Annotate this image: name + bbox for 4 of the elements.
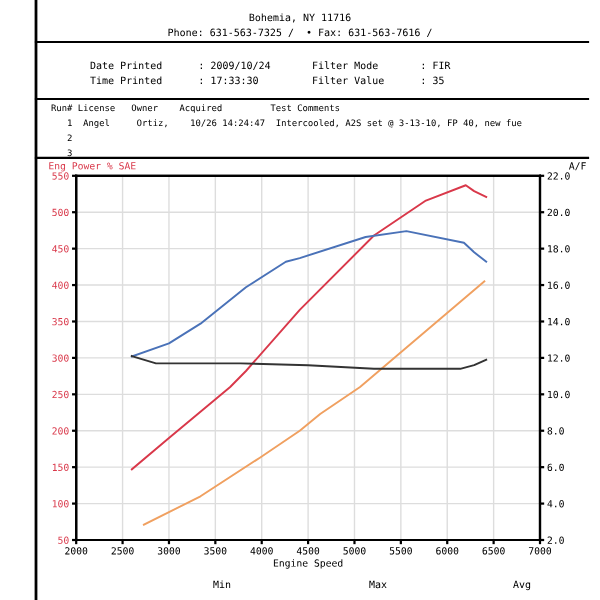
line-series — [130, 184, 488, 471]
line-series — [130, 355, 488, 370]
line-series — [142, 280, 486, 526]
line-series — [130, 230, 488, 358]
